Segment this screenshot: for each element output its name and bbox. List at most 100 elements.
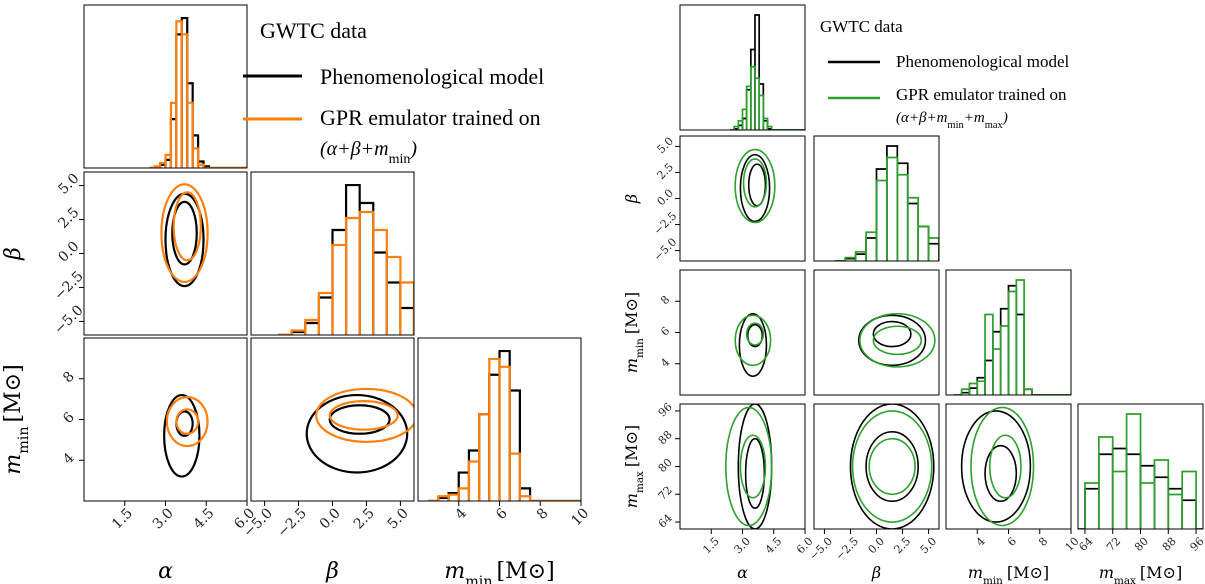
hist-alpha-series-0 [730, 14, 805, 130]
contour-alpha_mmin-series-0-level-1 [163, 393, 201, 478]
xlabel-alpha: α [737, 563, 748, 582]
hist-alpha-series-0 [149, 16, 247, 168]
xlabel-m_min: mmin [M⊙] [444, 559, 554, 584]
contour-alpha_mmax-series-0-level-1 [737, 404, 773, 529]
ytick-beta-3: −2.5 [51, 268, 86, 303]
ylabel-m_max: mmax[M⊙] [622, 425, 646, 508]
contour-beta_mmin-series-1-level-0 [872, 325, 923, 356]
hist-beta-series-0 [278, 183, 414, 335]
ytick-m_min-2: 8 [658, 293, 672, 307]
hist-beta-series-1 [278, 210, 414, 335]
hist-m_min-series-0 [953, 284, 1071, 395]
tick-m_min-1: 6 [1005, 535, 1019, 549]
ytick-m_min-1: 6 [60, 409, 78, 427]
left-legend-entry-2-sub: (α+β+mmin) [320, 138, 417, 167]
right-legend-entry-2: GPR emulator trained on [896, 85, 1067, 104]
right-legend-entry-1: Phenomenological model [896, 52, 1070, 71]
ytick-beta-2: 0.0 [55, 239, 82, 266]
tick-beta-1: −2.5 [275, 505, 310, 540]
contour-alpha_mmin-series-1-level-0 [745, 322, 765, 346]
hist-beta-series-0 [834, 145, 939, 261]
ytick-m_min-0: 4 [658, 356, 672, 370]
ytick-beta-4: −5.0 [651, 235, 679, 263]
ytick-beta-1: 2.5 [654, 161, 676, 183]
contour-alpha_mmin-series-0-level-0 [746, 323, 764, 348]
tick-beta-4: 5.0 [918, 535, 940, 557]
contour-alpha_beta-series-1-level-0 [742, 158, 768, 208]
hist-m_min-series-1 [428, 357, 581, 501]
contour-alpha_mmin-series-1-level-1 [734, 314, 772, 367]
panel-m_min-m_max: 4 6 8 10 [945, 403, 1082, 554]
panel-alpha-beta: 5.0 2.5 0.0−2.5−5.0 [51, 171, 248, 338]
contour-beta_mmax-series-1-level-1 [851, 410, 933, 523]
tick-m_min-2: 8 [1036, 535, 1050, 549]
contour-mmin_mmax-series-1-level-1 [970, 406, 1035, 527]
hist-beta-series-1 [834, 156, 939, 261]
contour-beta_mmin-series-1-level-1 [859, 312, 936, 368]
panel-frame [813, 135, 940, 262]
ytick-m_max-1: 72 [656, 484, 675, 503]
ylabel-beta: β [1, 247, 26, 261]
right-legend: GWTC data Phenomenological model GPR emu… [820, 17, 1070, 131]
ytick-beta-0: 5.0 [654, 135, 676, 157]
ytick-m_max-2: 80 [656, 456, 675, 475]
tick-m_max-2: 80 [1132, 535, 1151, 554]
contour-alpha_mmax-series-1-level-1 [725, 406, 773, 527]
panel-m_min-m_min: 4 6 8 10 [417, 337, 592, 529]
ytick-m_min-1: 6 [658, 324, 672, 338]
contour-alpha_beta-series-0-level-0 [171, 200, 198, 266]
tick-m_max-1: 72 [1104, 535, 1123, 554]
panel-beta-m_max: −5.0−2.5 0.0 2.5 5.0 [807, 403, 940, 563]
tick-alpha-0: 1.5 [109, 505, 136, 532]
ytick-m_min-0: 4 [60, 450, 78, 468]
tick-beta-0: −5.0 [807, 535, 835, 563]
ytick-beta-4: −5.0 [51, 302, 86, 337]
panel-beta-m_min: −5.0−2.5 0.0 2.5 5.0 [241, 337, 415, 541]
ytick-beta-2: 0.0 [654, 187, 676, 209]
tick-m_min-0: 4 [974, 535, 988, 549]
contour-alpha_beta-series-1-level-1 [160, 183, 209, 284]
tick-m_min-3: 10 [568, 505, 592, 529]
right-legend-title: GWTC data [820, 17, 903, 36]
panel-beta-beta [250, 171, 415, 336]
right-legend-entry-2-sub: (α+β+mmin+mmax) [896, 110, 1008, 131]
panel-frame [679, 269, 806, 396]
panel-frame [679, 4, 806, 131]
tick-m_max-3: 88 [1160, 535, 1179, 554]
contour-mmin_mmax-series-0-level-1 [960, 410, 1032, 523]
tick-m_min-1: 6 [493, 505, 511, 523]
panel-alpha-alpha [679, 4, 806, 131]
panel-beta-m_min [813, 269, 940, 396]
tick-m_min-2: 8 [534, 505, 552, 523]
panel-frame [679, 135, 806, 262]
contour-beta_mmax-series-0-level-1 [849, 404, 935, 529]
contour-beta_mmin-series-0-level-0 [328, 404, 391, 435]
tick-alpha-2: 4.5 [191, 505, 218, 532]
tick-beta-2: 0.0 [866, 535, 888, 557]
tick-alpha-1: 3.0 [150, 505, 177, 532]
contour-alpha_mmin-series-0-level-1 [738, 312, 768, 378]
contour-beta_mmax-series-1-level-0 [868, 437, 916, 496]
hist-m_min-series-1 [953, 279, 1071, 395]
ylabel-beta: β [622, 194, 641, 204]
tick-beta-4: 5.0 [385, 505, 412, 532]
contour-alpha_mmax-series-1-level-0 [739, 434, 767, 499]
hist-alpha-series-1 [149, 20, 247, 168]
xlabel-m_max: mmax [M⊙] [1099, 563, 1182, 584]
hist-m_max-series-1 [1078, 413, 1203, 529]
tick-alpha-0: 1.5 [700, 535, 722, 557]
panel-frame [83, 4, 248, 169]
contour-beta_mmin-series-1-level-1 [315, 387, 414, 444]
panel-frame [250, 171, 415, 336]
contour-alpha_beta-series-1-level-1 [734, 148, 776, 224]
ytick-beta-0: 5.0 [55, 171, 82, 198]
tick-beta-3: 2.5 [892, 535, 914, 557]
panel-beta-beta [813, 135, 940, 262]
ylabel-m_min: mmin[M⊙] [622, 292, 646, 373]
ytick-beta-3: −2.5 [651, 209, 679, 237]
ytick-m_max-4: 96 [656, 400, 675, 419]
left-legend: GWTC data Phenomenological model GPR emu… [243, 18, 544, 167]
tick-alpha-2: 4.5 [763, 535, 785, 557]
